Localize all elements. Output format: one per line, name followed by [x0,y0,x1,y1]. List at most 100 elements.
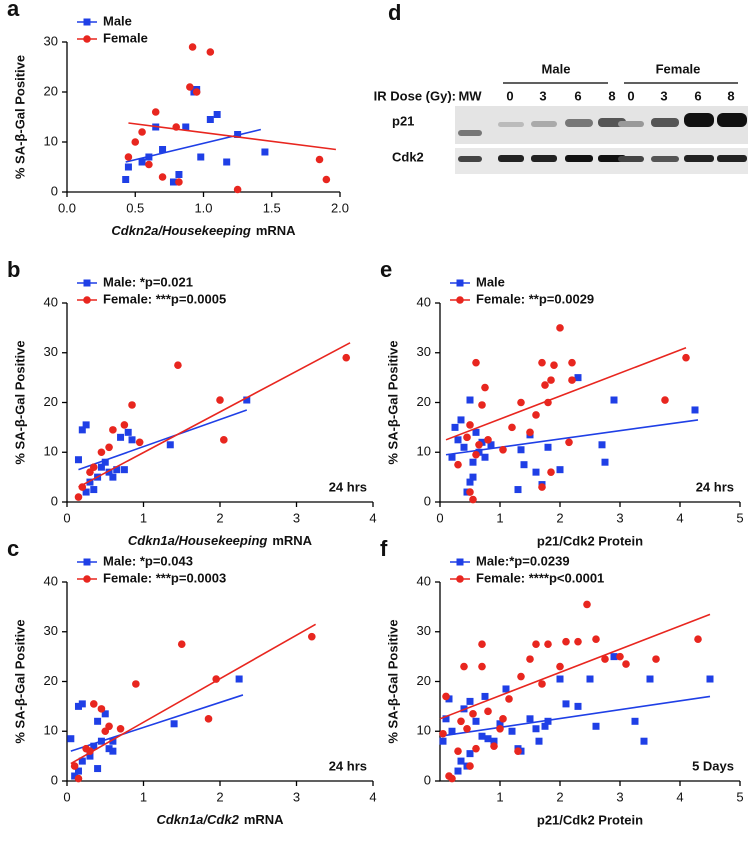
point [610,396,618,404]
annotation: 5 Days [692,758,734,773]
point [562,700,570,708]
point [592,722,600,730]
x-tick-label: 3 [616,510,623,525]
point [86,478,94,486]
point [138,158,146,166]
point [652,655,660,663]
y-tick-label: 20 [417,394,431,409]
x-tick-label: 5 [736,789,743,804]
dose: 6 [694,88,701,103]
point [478,662,486,671]
point [574,374,582,382]
mw-label: MW [458,88,482,103]
point [556,324,564,332]
point [538,358,546,367]
y-tick-label: 10 [417,723,431,738]
x-tick-label: 5 [736,510,743,525]
fit-line [78,342,351,488]
point [454,460,462,469]
y-axis-label: % SA-β-Gal Positive [12,55,27,179]
point [499,445,507,454]
point [186,83,194,91]
y-tick-label: 40 [44,294,58,309]
point [682,353,690,362]
point [233,185,242,194]
y-tick-label: 0 [51,772,58,787]
point [206,48,215,56]
point [616,652,624,661]
point [132,680,140,688]
point [517,446,525,454]
point [261,148,269,156]
y-tick-label: 10 [44,444,58,459]
point [71,772,79,780]
legend-marker [456,279,464,287]
point [646,675,654,683]
point [472,744,480,753]
fit-line [439,695,711,738]
point [97,705,106,713]
point [117,433,125,441]
band [531,155,557,162]
point [466,421,474,429]
panel-letter: c [7,536,19,561]
dose: 8 [727,88,734,103]
y-tick-label: 30 [44,344,58,359]
y-tick-label: 30 [44,33,58,48]
x-tick-label: 4 [369,789,376,804]
point [94,717,102,725]
point [145,160,153,169]
point [78,426,86,434]
point [460,443,468,451]
point [174,361,182,369]
x-tick-label: 0.5 [126,200,144,215]
group-label: Male [542,61,571,76]
point [105,443,113,452]
point [342,353,351,362]
legend-marker [83,296,91,304]
point [481,453,489,461]
annotation: 24 hrs [696,479,734,494]
y-tick-label: 0 [51,493,58,508]
point [454,767,462,775]
point [172,123,180,131]
x-tick-label: 0.0 [58,200,76,215]
point [460,662,468,671]
x-tick-label: 2 [556,789,563,804]
x-axis-label-text: mRNA [244,812,284,827]
legend-label: Female [103,30,148,45]
point [532,725,540,733]
point [182,123,190,131]
point [469,458,477,466]
point [484,707,492,716]
point [496,720,504,728]
y-tick-label: 30 [417,623,431,638]
x-tick-label: 3 [293,510,300,525]
point [478,401,486,409]
x-tick-label: 2.0 [331,200,349,215]
band [498,155,524,162]
point [466,478,474,486]
point [122,176,130,183]
point [466,762,474,770]
band [498,122,524,127]
point [454,747,462,755]
point [322,175,331,184]
panel-letter: a [7,0,20,21]
x-tick-label: 1 [496,789,503,804]
band [717,113,747,127]
point [586,675,594,683]
fit-line [128,122,337,151]
annotation: 24 hrs [329,758,367,773]
band [458,156,482,162]
point [472,428,480,436]
point [97,737,105,745]
x-tick-label: 4 [676,510,683,525]
point [520,461,528,469]
point [445,695,453,703]
point [610,653,618,661]
dose: 3 [660,88,667,103]
point [475,440,483,449]
point [691,406,699,414]
y-tick-label: 10 [44,723,58,738]
